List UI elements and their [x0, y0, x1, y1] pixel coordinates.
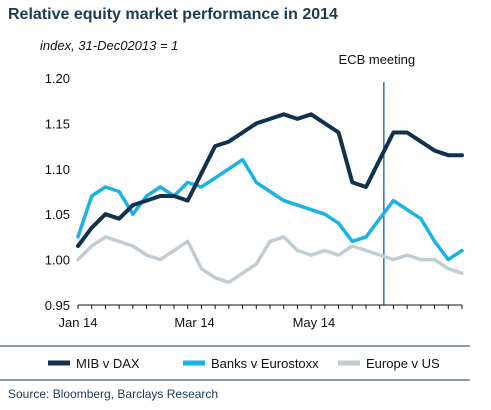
chart-subtitle: index, 31-Dec02013 = 1	[40, 38, 178, 53]
y-tick-label: 1.15	[45, 116, 70, 131]
source-note: Source: Bloomberg, Barclays Research	[8, 387, 218, 401]
legend-label-mib-v-dax: MIB v DAX	[76, 356, 140, 371]
y-tick-label: 1.20	[45, 71, 70, 86]
series-line-europe-v-us	[76, 235, 464, 285]
chart-title: Relative equity market performance in 20…	[8, 6, 338, 23]
annotation: ECB meeting	[339, 52, 416, 305]
x-tick-label: Jan 14	[58, 315, 97, 330]
ecb-meeting-label: ECB meeting	[339, 52, 416, 67]
series-layer	[76, 112, 464, 285]
x-tick-label: May 14	[293, 315, 336, 330]
y-tick-label: 1.00	[45, 253, 70, 268]
x-tick-label: Mar 14	[174, 315, 214, 330]
series-line-mib-v-dax	[76, 112, 464, 248]
legend: MIB v DAX Banks v Eurostoxx Europe v US	[48, 356, 440, 371]
y-tick-label: 1.05	[45, 207, 70, 222]
y-axis: 0.95 1.00 1.05 1.10 1.15 1.20	[45, 71, 70, 313]
x-axis: Jan 14 Mar 14 May 14	[58, 304, 463, 330]
legend-label-banks-v-eurostoxx: Banks v Eurostoxx	[211, 356, 319, 371]
y-tick-label: 1.10	[45, 162, 70, 177]
legend-label-europe-v-us: Europe v US	[366, 356, 440, 371]
y-tick-label: 0.95	[45, 298, 70, 313]
